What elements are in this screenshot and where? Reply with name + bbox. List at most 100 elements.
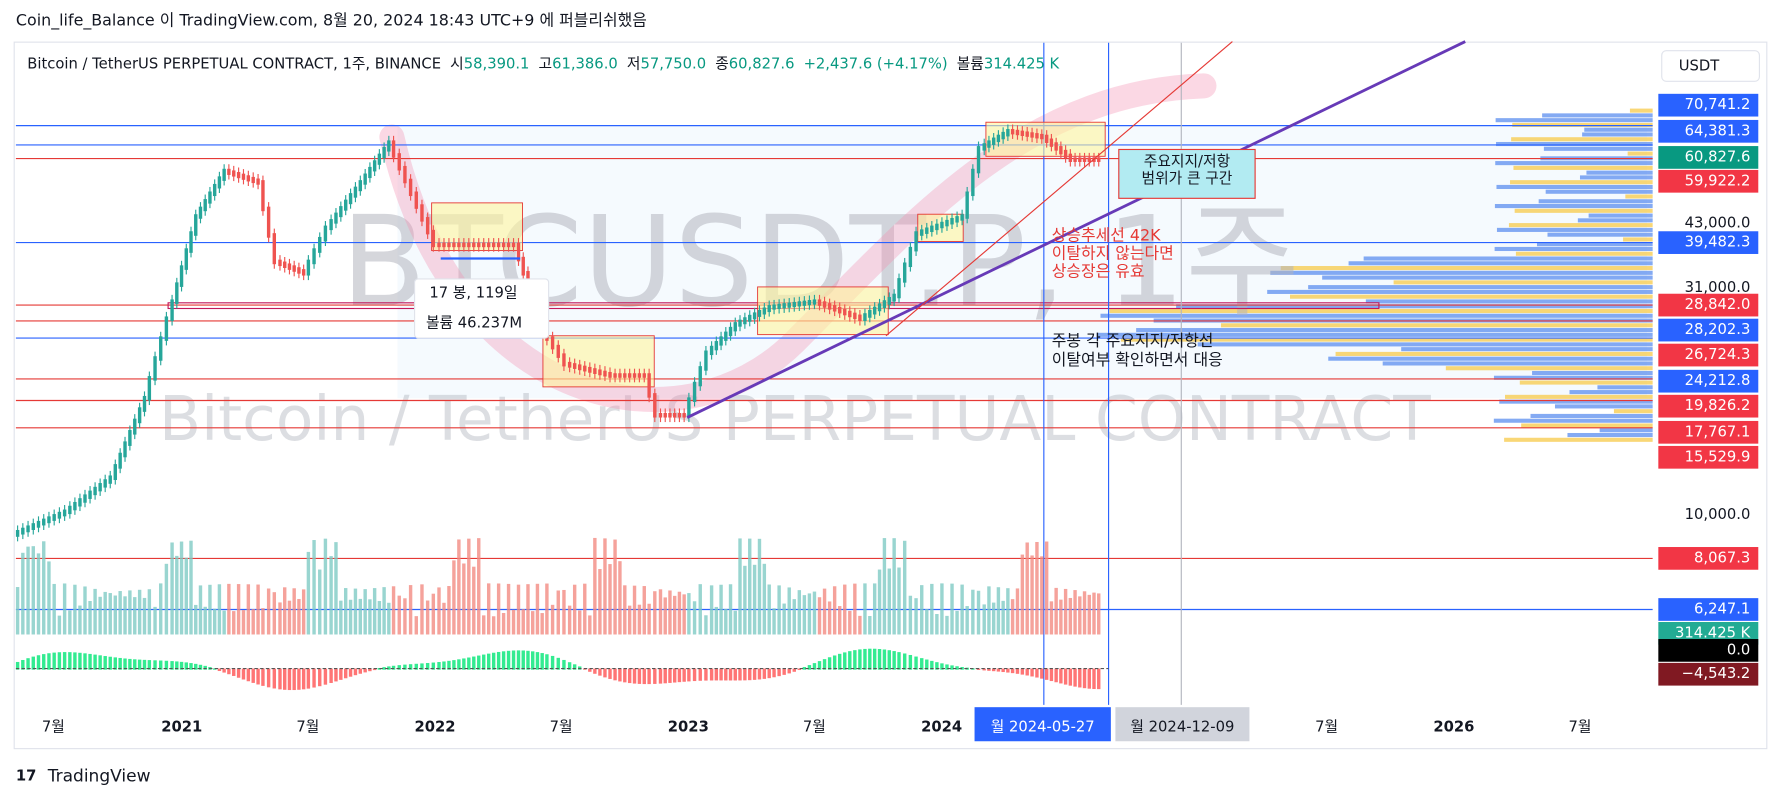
volume-bar xyxy=(837,606,842,635)
volume-bar xyxy=(887,568,891,635)
time-label: 2026 xyxy=(1433,719,1474,736)
macd-bar xyxy=(1068,668,1073,686)
volume-bar xyxy=(425,600,430,635)
candle-body xyxy=(733,322,737,332)
candle-body xyxy=(241,173,246,180)
volume-bar xyxy=(925,609,929,635)
candle-body xyxy=(593,368,597,374)
candle-body xyxy=(817,299,822,306)
macd-bar xyxy=(567,662,572,670)
volume-bar xyxy=(203,606,207,635)
volume-profile-bar xyxy=(1532,370,1653,376)
macd-bar xyxy=(526,650,530,670)
candle-body xyxy=(1015,129,1020,136)
volume-profile-bar xyxy=(1569,390,1653,395)
volume-bar xyxy=(103,591,107,635)
macd-bar xyxy=(217,668,222,672)
time-label: 2024 xyxy=(921,719,962,736)
volume-bar xyxy=(283,587,287,635)
candle-body xyxy=(724,331,728,341)
candle-body xyxy=(982,143,986,151)
macd-bar xyxy=(382,667,386,670)
volume-bar xyxy=(147,589,152,635)
volume-bar xyxy=(472,566,476,635)
currency-button[interactable] xyxy=(1661,50,1760,82)
macd-bar xyxy=(442,661,446,670)
macd-bar xyxy=(283,668,287,690)
macd-bar xyxy=(353,668,358,676)
candle-body xyxy=(1073,157,1077,162)
volume-bar xyxy=(159,583,163,635)
macd-bar xyxy=(329,668,333,683)
candle-body xyxy=(261,180,265,212)
trendline-thin xyxy=(885,41,1233,337)
candle-body xyxy=(431,229,436,248)
volume-bar xyxy=(256,584,260,635)
volume-bar xyxy=(709,585,714,635)
volume-bar xyxy=(208,584,212,635)
macd-bar xyxy=(334,668,338,682)
macd-bar xyxy=(822,659,827,670)
price-label-bg xyxy=(1658,445,1759,469)
candle-body xyxy=(822,301,827,308)
candle-body xyxy=(108,475,112,484)
volume-bar xyxy=(945,615,949,635)
macd-bar xyxy=(692,668,697,682)
macd-bar xyxy=(198,664,203,670)
volume-bar xyxy=(506,583,511,635)
candle-body xyxy=(222,168,226,181)
candle-body xyxy=(57,511,62,519)
candle-body xyxy=(133,418,137,435)
volume-bar xyxy=(807,593,812,635)
volume-bar xyxy=(227,583,231,635)
volume-bar xyxy=(608,564,612,635)
volume-bar xyxy=(93,588,97,635)
macd-bar xyxy=(868,648,872,670)
volume-bar xyxy=(189,540,193,635)
volume-bar xyxy=(118,591,122,635)
volume-profile-bar xyxy=(1586,170,1653,175)
volume-bar xyxy=(491,616,496,635)
macd-bar xyxy=(908,654,913,670)
volume-bar xyxy=(15,587,20,635)
volume-bar xyxy=(516,584,521,635)
volume-bar xyxy=(62,583,67,635)
volume-bar xyxy=(540,613,544,635)
candle-body xyxy=(692,381,697,402)
volume-bar xyxy=(1063,588,1068,635)
volume-bar xyxy=(353,588,358,635)
volume-bar xyxy=(212,608,217,635)
candle-body xyxy=(521,256,525,276)
macd-bar xyxy=(491,652,496,670)
candle-body xyxy=(562,353,566,367)
volume-bar xyxy=(902,540,907,635)
macd-bar xyxy=(36,655,41,670)
volume-profile-bar xyxy=(1136,328,1653,333)
volume-bar xyxy=(991,602,996,635)
candle-body xyxy=(98,483,102,492)
volume-profile-bar xyxy=(1322,275,1653,280)
time-label: 7월 xyxy=(42,719,65,736)
candle-body xyxy=(1030,132,1034,138)
candle-body xyxy=(945,219,949,227)
volume-bar xyxy=(511,609,516,635)
volume-bar xyxy=(1073,590,1077,635)
macd-bar xyxy=(266,668,271,688)
macd-bar xyxy=(108,656,112,670)
macd-bar xyxy=(113,657,117,670)
volume-bar xyxy=(501,612,506,635)
volume-profile-bar xyxy=(1519,380,1653,385)
macd-bar xyxy=(960,667,964,670)
volume-bar xyxy=(348,599,353,635)
volume-bar xyxy=(668,590,672,635)
candle-body xyxy=(965,191,969,219)
volume-bar xyxy=(598,569,602,635)
volume-bar xyxy=(897,567,901,635)
publisher-line: Coin_life_Balance 이 TradingView.com, 8월 … xyxy=(16,11,647,31)
candle-body xyxy=(159,336,163,361)
volume-bar xyxy=(261,608,265,635)
range-bars-label: 17 봉, 119일 xyxy=(429,285,517,302)
volume-profile-bar xyxy=(1510,180,1653,185)
candle-body xyxy=(348,193,353,205)
